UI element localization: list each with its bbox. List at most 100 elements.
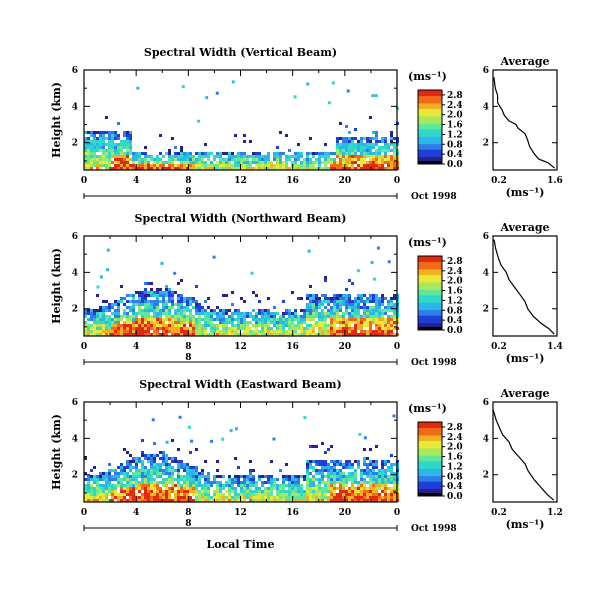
heatmap-cell [141, 327, 144, 330]
heatmap-cell [111, 161, 114, 164]
heatmap-cell [141, 315, 144, 318]
heatmap-cell [306, 493, 309, 496]
heatmap-cell [165, 481, 168, 484]
heatmap-cell [345, 300, 348, 303]
heatmap-cell [357, 487, 360, 490]
heatmap-cell [348, 164, 351, 167]
y-tick-label: 4 [72, 102, 78, 112]
heatmap-cell [165, 285, 168, 288]
heatmap-cell [252, 291, 255, 294]
heatmap-cell [282, 315, 285, 318]
heatmap-cell [306, 484, 309, 487]
heatmap-cell [264, 324, 267, 327]
heatmap-cell [102, 487, 105, 490]
heatmap-cell [321, 333, 324, 336]
heatmap-cell [168, 321, 171, 324]
heatmap-cell [375, 303, 378, 306]
heatmap-cell [297, 493, 300, 496]
heatmap-cell [249, 499, 252, 502]
heatmap-cell [160, 261, 164, 265]
heatmap-cell [228, 330, 231, 333]
colorbar-segment [418, 305, 442, 309]
heatmap-cell [147, 327, 150, 330]
heatmap-cell [267, 297, 270, 300]
heatmap-cell [159, 324, 162, 327]
heatmap-cell [147, 300, 150, 303]
heatmap-cell [111, 140, 114, 143]
heatmap-cell [297, 324, 300, 327]
heatmap-cell [216, 496, 219, 499]
heatmap-cell [282, 152, 285, 155]
heatmap-cell [183, 469, 186, 472]
heatmap-cell [198, 472, 201, 475]
colorbar [418, 90, 442, 165]
heatmap-cell [351, 318, 354, 321]
heatmap-cell [378, 149, 381, 152]
heatmap-cell [342, 499, 345, 502]
heatmap-cell [132, 306, 135, 309]
heatmap-cell [156, 291, 159, 294]
heatmap-cell [153, 499, 156, 502]
colorbar-segment [418, 298, 442, 301]
heatmap-cell [132, 294, 135, 297]
heatmap-cell [216, 312, 219, 315]
heatmap-cell [168, 315, 171, 318]
colorbar-segment [418, 139, 442, 143]
heatmap-cell [126, 167, 129, 170]
heatmap-cell [372, 164, 375, 167]
heatmap-cell [207, 321, 210, 324]
heatmap-cell [246, 333, 249, 336]
heatmap-cell [303, 490, 306, 493]
heatmap-cell [198, 330, 201, 333]
heatmap-cell [318, 158, 321, 161]
heatmap-cell [93, 324, 96, 327]
heatmap-cell [240, 327, 243, 330]
heatmap-cell [84, 312, 87, 315]
heatmap-cell [87, 137, 90, 140]
heatmap-cell [303, 167, 306, 170]
heatmap-cell [309, 312, 312, 315]
heatmap-cell [312, 481, 315, 484]
heatmap-cell [171, 158, 174, 161]
heatmap-cell [393, 481, 396, 484]
heatmap-cell [288, 490, 291, 493]
heatmap-cell [138, 155, 141, 158]
heatmap-cell [151, 418, 155, 422]
heatmap-cell [312, 161, 315, 164]
heatmap-cell [270, 484, 273, 487]
average-y-tick-label: 2 [483, 305, 489, 315]
heatmap-cell [138, 297, 141, 300]
heatmap-cell [246, 161, 249, 164]
heatmap-cell [123, 448, 126, 451]
heatmap-cell [207, 472, 210, 475]
heatmap-cell [348, 330, 351, 333]
heatmap-cell [333, 478, 336, 481]
heatmap-cell [369, 490, 372, 493]
heatmap-cell [198, 475, 201, 478]
heatmap-cell [192, 499, 195, 502]
heatmap-cell [129, 454, 132, 457]
heatmap-cell [393, 472, 396, 475]
heatmap-cell [369, 146, 372, 149]
heatmap-cell [216, 499, 219, 502]
heatmap-cell [120, 300, 123, 303]
heatmap-cell [147, 330, 150, 333]
heatmap-cell [105, 131, 108, 134]
heatmap-cell [186, 306, 189, 309]
heatmap-cell [156, 306, 159, 309]
heatmap-cell [249, 333, 252, 336]
colorbar-segment [418, 483, 442, 486]
heatmap-cell [150, 481, 153, 484]
heatmap-cell [150, 475, 153, 478]
heatmap-cell [303, 309, 306, 312]
heatmap-cell [96, 496, 99, 499]
heatmap-cell [192, 466, 195, 469]
heatmap-cell [180, 149, 183, 152]
heatmap-cell [318, 460, 321, 463]
heatmap-cell [351, 152, 354, 155]
heatmap-cell [342, 312, 345, 315]
heatmap-cell [312, 496, 315, 499]
heatmap-cell [258, 478, 261, 481]
heatmap-cell [288, 321, 291, 324]
heatmap-cell [306, 167, 309, 170]
